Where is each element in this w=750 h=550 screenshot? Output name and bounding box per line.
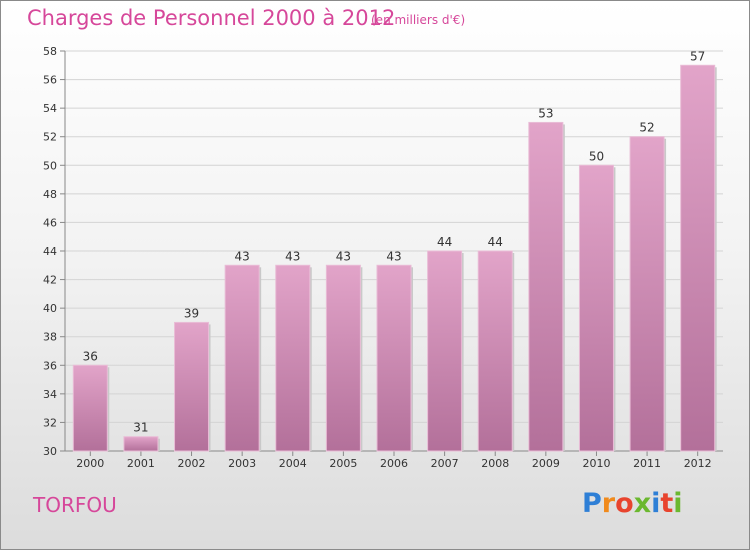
data-label: 57: [690, 49, 705, 63]
y-tick-label: 50: [43, 159, 57, 172]
data-label: 52: [639, 121, 654, 135]
x-tick-label: 2005: [329, 457, 357, 470]
data-label: 53: [538, 106, 553, 120]
logo-letter: i: [673, 488, 683, 519]
logo-letter: o: [615, 488, 634, 519]
data-label: 44: [437, 235, 452, 249]
bar: [123, 436, 159, 452]
data-label: 31: [133, 421, 148, 435]
data-label: 44: [488, 235, 503, 249]
data-label: 43: [285, 249, 300, 263]
x-tick-label: 2010: [582, 457, 610, 470]
bar: [224, 264, 260, 452]
y-tick-label: 34: [43, 388, 57, 401]
y-tick-label: 30: [43, 445, 57, 458]
bar: [578, 164, 614, 452]
data-label: 50: [589, 149, 604, 163]
x-tick-label: 2006: [380, 457, 408, 470]
y-tick-label: 52: [43, 131, 57, 144]
bar: [72, 364, 108, 452]
x-tick-label: 2003: [228, 457, 256, 470]
bar: [174, 321, 210, 452]
x-tick-label: 2002: [178, 457, 206, 470]
data-label: 36: [83, 349, 98, 363]
bar: [376, 264, 412, 452]
commune-name: TORFOU: [33, 493, 117, 517]
proxiti-logo: Proxiti: [582, 488, 683, 519]
x-tick-label: 2008: [481, 457, 509, 470]
logo-letter: P: [582, 488, 602, 519]
data-label: 39: [184, 306, 199, 320]
bar: [680, 64, 716, 452]
x-tick-label: 2001: [127, 457, 155, 470]
y-tick-label: 38: [43, 331, 57, 344]
bar: [477, 250, 513, 452]
y-tick-label: 32: [43, 416, 57, 429]
y-tick-label: 46: [43, 216, 57, 229]
data-label: 43: [235, 249, 250, 263]
y-tick-label: 40: [43, 302, 57, 315]
chart-subtitle: (en milliers d'€): [371, 13, 466, 27]
bar: [629, 136, 665, 452]
bar: [325, 264, 361, 452]
x-tick-label: 2007: [431, 457, 459, 470]
y-tick-label: 36: [43, 359, 57, 372]
x-tick-label: 2004: [279, 457, 307, 470]
y-tick-label: 42: [43, 274, 57, 287]
bar: [275, 264, 311, 452]
x-tick-label: 2009: [532, 457, 560, 470]
y-tick-label: 44: [43, 245, 57, 258]
bar: [427, 250, 463, 452]
chart-title: Charges de Personnel 2000 à 2012: [27, 6, 396, 30]
data-label: 43: [336, 249, 351, 263]
y-tick-label: 56: [43, 74, 57, 87]
y-tick-label: 58: [43, 45, 57, 58]
x-tick-label: 2012: [684, 457, 712, 470]
logo-letter: i: [651, 488, 661, 519]
y-tick-label: 48: [43, 188, 57, 201]
data-label: 43: [386, 249, 401, 263]
y-tick-label: 54: [43, 102, 57, 115]
logo-letter: x: [633, 488, 652, 519]
x-tick-label: 2011: [633, 457, 661, 470]
x-tick-label: 2000: [76, 457, 104, 470]
bar: [528, 121, 564, 452]
logo-letter: t: [660, 488, 674, 519]
logo-letter: r: [601, 488, 616, 519]
